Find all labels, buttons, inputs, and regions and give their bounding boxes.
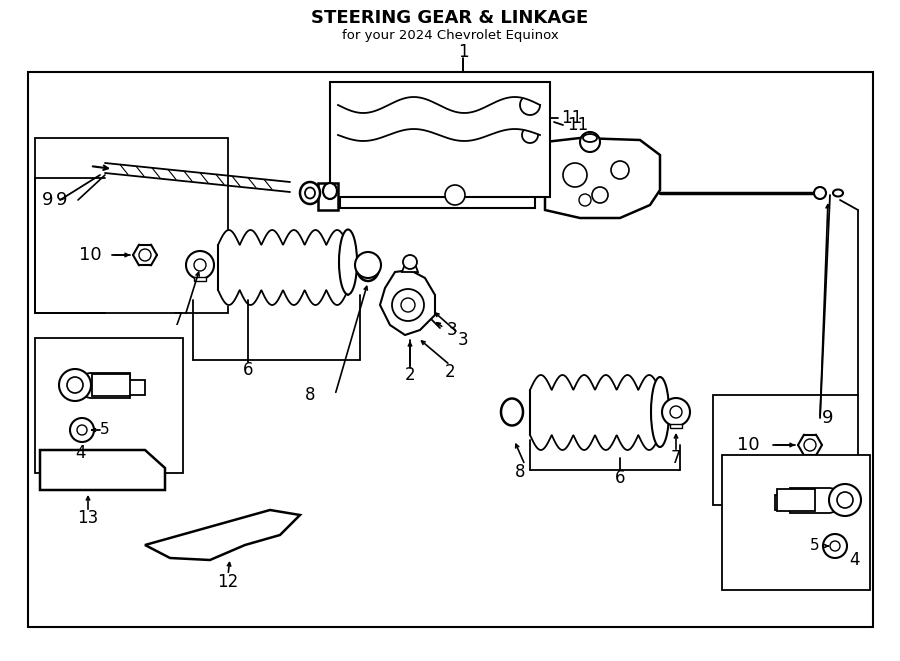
Circle shape (392, 289, 424, 321)
Circle shape (611, 161, 629, 179)
Text: 7: 7 (173, 311, 184, 329)
Circle shape (804, 439, 816, 451)
Polygon shape (40, 450, 165, 490)
Ellipse shape (305, 188, 315, 198)
Circle shape (814, 187, 826, 199)
Bar (28, 72, 873, 627)
Circle shape (403, 255, 417, 269)
Circle shape (837, 492, 853, 508)
Ellipse shape (501, 399, 523, 426)
Text: 6: 6 (243, 361, 253, 379)
Circle shape (67, 377, 83, 393)
Polygon shape (318, 183, 338, 210)
Polygon shape (75, 373, 145, 398)
Text: 9: 9 (42, 191, 54, 209)
Text: 2: 2 (405, 366, 415, 384)
Bar (330, 82, 550, 197)
Ellipse shape (323, 183, 337, 199)
Polygon shape (775, 488, 845, 513)
Text: STEERING GEAR & LINKAGE: STEERING GEAR & LINKAGE (311, 9, 589, 27)
Polygon shape (402, 264, 418, 272)
Text: 5: 5 (100, 422, 110, 438)
Bar (722, 455, 870, 590)
Text: 1: 1 (458, 43, 468, 61)
Circle shape (194, 259, 206, 271)
Bar (670, 424, 682, 428)
Bar (777, 489, 815, 511)
Ellipse shape (583, 134, 597, 142)
Text: 9: 9 (56, 191, 68, 209)
Circle shape (662, 398, 690, 426)
Circle shape (823, 534, 847, 558)
Text: 5: 5 (810, 539, 820, 553)
Circle shape (592, 187, 608, 203)
Text: 4: 4 (850, 551, 860, 569)
Text: 3: 3 (458, 331, 468, 349)
Text: 11: 11 (562, 109, 582, 127)
Text: 3: 3 (446, 321, 457, 339)
Circle shape (77, 425, 87, 435)
Circle shape (563, 163, 587, 187)
Circle shape (355, 252, 381, 278)
Ellipse shape (300, 182, 320, 204)
Ellipse shape (833, 190, 843, 196)
Bar (35, 338, 183, 473)
Polygon shape (380, 270, 435, 335)
Circle shape (445, 185, 465, 205)
Ellipse shape (357, 255, 379, 281)
Text: 8: 8 (305, 386, 315, 404)
Ellipse shape (651, 377, 669, 447)
Bar (340, 183, 535, 208)
Circle shape (59, 369, 91, 401)
Polygon shape (145, 510, 300, 560)
Text: 10: 10 (737, 436, 760, 454)
Text: 9: 9 (823, 409, 833, 427)
Circle shape (829, 484, 861, 516)
Text: 11: 11 (567, 116, 589, 134)
Text: 7: 7 (670, 449, 681, 467)
Circle shape (70, 418, 94, 442)
Ellipse shape (339, 229, 357, 295)
Text: 8: 8 (515, 463, 526, 481)
Bar (713, 395, 858, 505)
Text: for your 2024 Chevrolet Equinox: for your 2024 Chevrolet Equinox (342, 30, 558, 42)
Text: 6: 6 (615, 469, 626, 487)
Circle shape (579, 194, 591, 206)
Circle shape (580, 132, 600, 152)
Bar (194, 277, 206, 281)
Text: 4: 4 (75, 444, 86, 462)
Circle shape (139, 249, 151, 261)
Circle shape (670, 406, 682, 418)
Text: 12: 12 (218, 573, 238, 591)
Text: 10: 10 (78, 246, 102, 264)
Circle shape (830, 541, 840, 551)
Circle shape (186, 251, 214, 279)
Text: 13: 13 (77, 509, 99, 527)
Polygon shape (535, 138, 660, 218)
Bar (35, 138, 228, 313)
Circle shape (401, 298, 415, 312)
Bar (92, 374, 130, 396)
Text: 2: 2 (445, 363, 455, 381)
